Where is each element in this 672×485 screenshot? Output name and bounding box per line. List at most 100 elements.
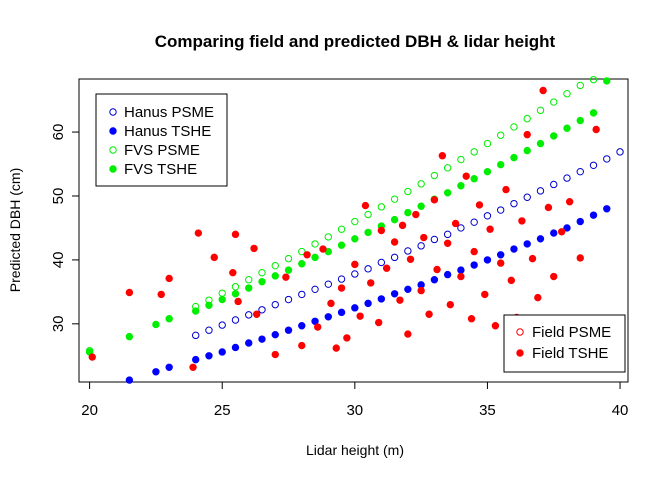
point-field-tshe [457, 272, 465, 281]
data-points [85, 75, 624, 384]
point-field-tshe [194, 229, 203, 237]
point-field-tshe [475, 201, 484, 209]
x-tick-label: 25 [214, 402, 231, 419]
point-field-tshe [382, 264, 391, 272]
point-hanus-psme [510, 199, 518, 208]
point-fvs-tshe [125, 332, 134, 341]
point-hanus-tshe [430, 276, 439, 284]
point-field-tshe [433, 265, 441, 274]
point-field-tshe [406, 255, 415, 263]
point-fvs-psme [311, 240, 319, 248]
point-fvs-tshe [271, 272, 279, 280]
point-field-tshe [420, 233, 428, 242]
point-hanus-psme [218, 321, 226, 329]
point-hanus-tshe [510, 245, 518, 253]
point-field-tshe [576, 254, 584, 262]
x-tick-label: 40 [612, 402, 629, 419]
point-hanus-tshe [258, 335, 266, 343]
point-hanus-psme [337, 275, 346, 283]
point-hanus-psme [536, 187, 545, 195]
x-axis: 20 25 30 35 40 [81, 382, 628, 419]
point-fvs-tshe [523, 146, 531, 155]
point-hanus-psme [589, 161, 598, 169]
point-field-tshe [523, 130, 531, 139]
point-fvs-tshe [165, 315, 173, 323]
point-hanus-psme [550, 180, 558, 189]
point-fvs-tshe [536, 139, 545, 148]
x-tick-label: 20 [81, 402, 98, 419]
point-field-tshe [88, 353, 96, 361]
point-fvs-tshe [417, 202, 425, 210]
point-hanus-tshe [284, 326, 293, 334]
point-hanus-psme [430, 235, 439, 244]
point-fvs-tshe [284, 266, 293, 274]
point-field-tshe [319, 245, 327, 253]
point-hanus-tshe [443, 270, 452, 279]
point-hanus-psme [523, 193, 531, 201]
point-hanus-tshe [523, 240, 531, 248]
point-fvs-tshe [231, 290, 240, 298]
point-fvs-psme [523, 114, 531, 123]
legend-box [503, 314, 626, 373]
point-field-tshe [462, 172, 470, 180]
point-fvs-tshe [550, 132, 558, 140]
point-hanus-tshe [351, 304, 359, 312]
point-field-tshe [157, 290, 165, 299]
point-hanus-psme [324, 280, 333, 288]
point-field-tshe [377, 226, 386, 235]
point-hanus-psme [284, 295, 293, 304]
point-fvs-psme [576, 81, 584, 90]
point-fvs-psme [470, 148, 478, 156]
point-field-tshe [327, 299, 335, 308]
point-fvs-psme [510, 123, 518, 131]
point-fvs-psme [430, 171, 439, 180]
legend-label-field-psme: Field PSME [532, 324, 611, 341]
point-hanus-tshe [496, 251, 505, 259]
point-hanus-tshe [589, 211, 598, 219]
point-hanus-psme [483, 212, 492, 220]
point-fvs-psme [218, 289, 226, 297]
point-field-tshe [539, 86, 547, 95]
point-field-tshe [271, 350, 279, 359]
point-hanus-psme [377, 258, 386, 267]
point-fvs-psme [536, 106, 545, 115]
point-field-tshe [282, 273, 290, 281]
point-field-tshe [210, 253, 218, 262]
legend-marker-field-psme [516, 328, 524, 336]
legend-top-left: Hanus PSME Hanus TSHE FVS PSME FVS TSHE [95, 93, 228, 187]
point-fvs-tshe [457, 182, 465, 190]
point-field-tshe [404, 330, 412, 338]
point-field-tshe [417, 286, 425, 295]
point-fvs-tshe [603, 77, 611, 85]
point-fvs-psme [550, 98, 558, 106]
point-field-tshe [491, 322, 500, 330]
point-fvs-psme [364, 210, 372, 219]
point-hanus-psme [603, 155, 611, 163]
point-field-tshe [446, 300, 455, 309]
point-hanus-psme [616, 148, 624, 156]
point-hanus-tshe [576, 217, 584, 226]
point-field-tshe [528, 254, 537, 263]
point-field-tshe [229, 268, 237, 277]
point-fvs-tshe [218, 295, 226, 304]
point-fvs-tshe [311, 253, 319, 262]
point-fvs-psme [377, 203, 386, 211]
point-hanus-tshe [125, 376, 134, 384]
point-hanus-tshe [563, 224, 571, 232]
point-hanus-tshe [404, 285, 412, 294]
point-field-tshe [252, 310, 261, 318]
point-fvs-psme [589, 75, 598, 84]
point-field-tshe [430, 196, 439, 204]
point-hanus-psme [298, 290, 306, 299]
point-hanus-psme [563, 174, 571, 182]
point-hanus-tshe [483, 256, 492, 264]
y-axis-label: Predicted DBH (cm) [7, 168, 23, 292]
point-hanus-tshe [457, 266, 465, 274]
point-field-tshe [234, 297, 242, 306]
point-field-tshe [231, 230, 240, 239]
point-hanus-tshe [165, 363, 173, 371]
point-hanus-tshe [550, 229, 558, 237]
x-axis-label: Lidar height (m) [306, 442, 404, 458]
point-fvs-tshe [510, 153, 518, 162]
